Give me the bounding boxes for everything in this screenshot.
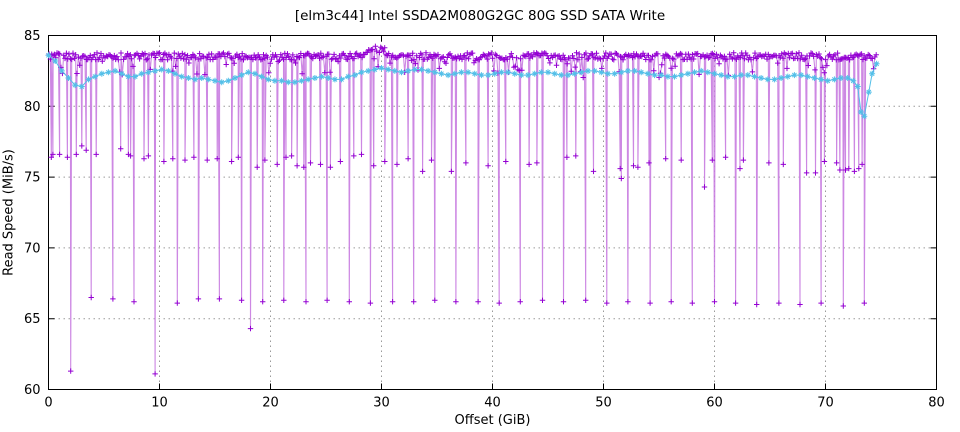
x-tick-label: 50: [595, 396, 612, 411]
series-average-markers: [45, 52, 880, 120]
series-block-speed-line: [48, 46, 877, 374]
series-block-speed-markers: [46, 43, 879, 377]
y-axis-label: Read Speed (MiB/s): [1, 149, 17, 276]
x-tick-label: 40: [484, 396, 501, 411]
x-tick-label: 10: [151, 396, 168, 411]
x-tick-label: 60: [706, 396, 723, 411]
x-tick-label: 70: [817, 396, 834, 411]
grid-lines: [48, 35, 937, 390]
x-tick-label: 0: [44, 396, 52, 411]
y-tick-label: 80: [24, 100, 41, 115]
x-axis-label: Offset (GiB): [454, 413, 531, 428]
y-tick-label: 75: [24, 171, 41, 186]
x-tick-label: 30: [373, 396, 390, 411]
y-tick-label: 60: [24, 383, 41, 398]
y-tick-label: 85: [24, 29, 41, 44]
chart-title: [elm3c44] Intel SSDA2M080G2GC 80G SSD SA…: [294, 8, 666, 24]
y-tick-label: 70: [24, 241, 41, 256]
x-tick-label: 20: [262, 396, 279, 411]
y-tick-label: 65: [24, 312, 41, 327]
x-tick-label: 80: [928, 396, 945, 411]
